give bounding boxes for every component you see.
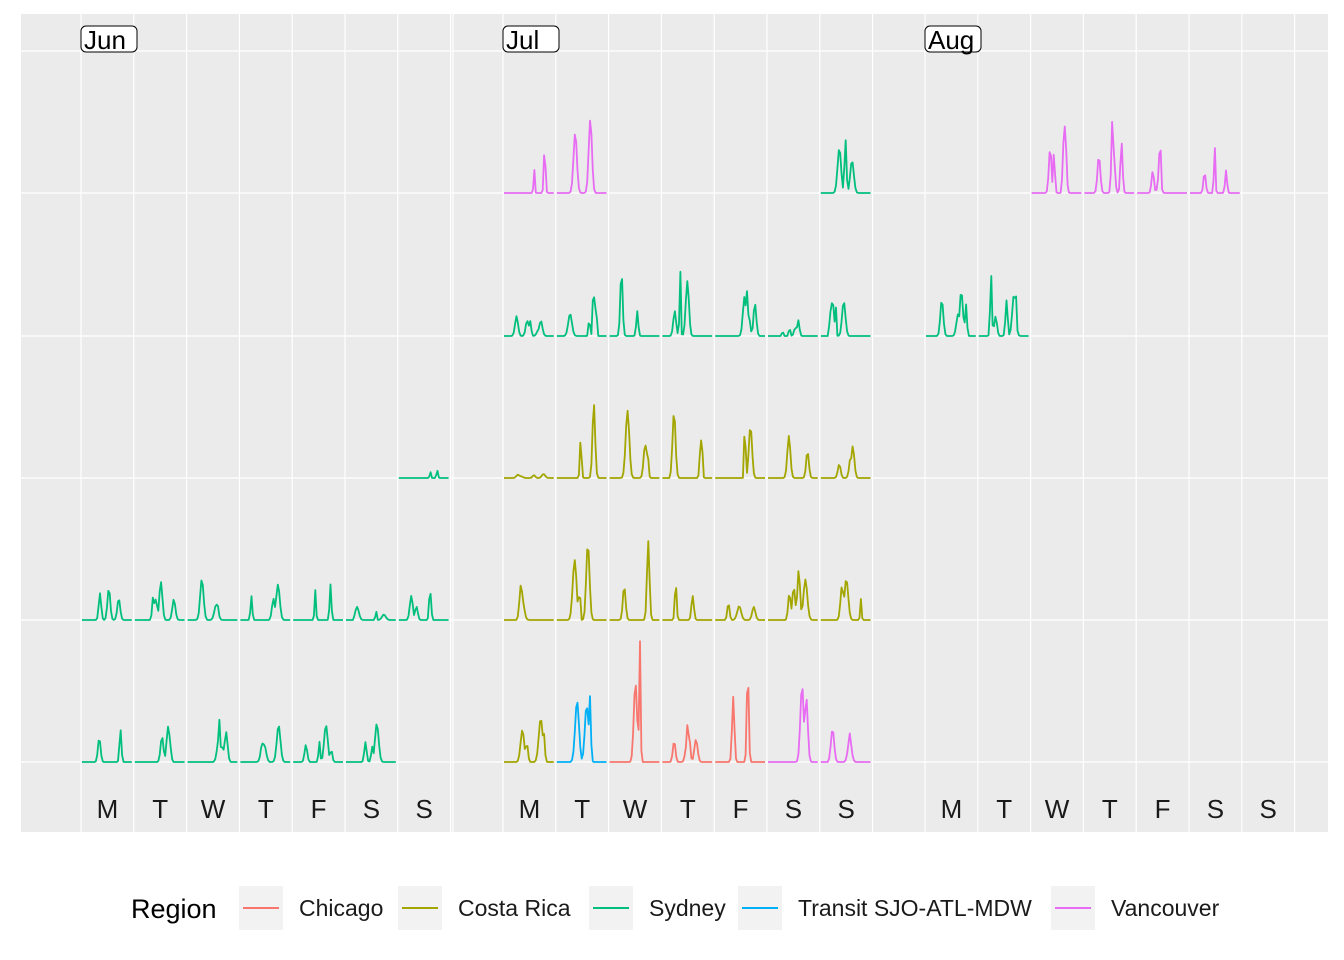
series-line-sydney [926,294,976,337]
series-line-vancouver [1031,125,1082,194]
day-label: W [1045,794,1070,824]
day-label: S [838,794,855,824]
day-label: M [941,794,963,824]
series-line-sydney [978,275,1029,337]
day-label: M [97,794,119,824]
series-line-sydney [346,723,396,763]
series-line-vancouver [820,730,871,763]
axis-labels: Jun M T W T F S S Jul M T W T F S S Aug M T W T F S S [80,25,1277,824]
series-line-sydney [240,583,291,621]
series-line-vancouver [1190,147,1240,194]
series-line-sydney [134,725,185,763]
series-line-sydney [715,290,765,337]
series-line-sydney [82,729,132,763]
month-label: Jun [84,25,126,55]
day-label: S [1207,794,1224,824]
day-label: T [996,794,1012,824]
series-line-sydney [398,469,449,479]
grid-lines [21,14,1328,832]
legend-label: Transit SJO-ATL-MDW [798,895,1032,921]
series-line-costa-rica [715,604,765,621]
month-label-box [924,25,982,53]
series-line-costa-rica [715,429,765,479]
series-line-sydney [187,579,238,621]
day-label: T [680,794,696,824]
series-line-costa-rica [768,435,818,479]
series-line-sydney [556,296,607,337]
series-line-costa-rica [609,409,660,479]
series-line-costa-rica [662,415,713,479]
series-line-chicago [662,724,713,763]
day-label: S [1260,794,1277,824]
series-line-sydney [134,581,185,621]
series-line-costa-rica [820,580,871,621]
day-label: S [416,794,433,824]
day-label: W [201,794,226,824]
series-line-sydney [240,725,291,763]
series-line-sydney [820,302,871,337]
series-line-vancouver [504,154,554,194]
series-line-costa-rica [662,587,713,621]
series-line-costa-rica [768,570,818,621]
series-lines [82,119,1240,763]
series-line-vancouver [768,688,818,763]
series-line-sydney [609,278,660,337]
month-label: Aug [928,25,974,55]
series-line-costa-rica [556,548,607,621]
day-label: F [1155,794,1171,824]
series-line-costa-rica [504,720,554,763]
day-label: M [519,794,541,824]
series-line-vancouver [1137,149,1187,194]
series-line-sydney [187,718,238,763]
day-label: S [785,794,802,824]
month-label-box [80,25,138,53]
day-label: T [258,794,274,824]
month-label: Jul [506,25,539,55]
series-line-sydney [293,725,343,763]
series-line-vancouver [1084,121,1135,194]
series-line-transit-sjo-atl-mdw [556,695,607,763]
series-line-vancouver [556,119,607,194]
series-line-costa-rica [609,540,660,621]
day-label: S [363,794,380,824]
legend: Region Chicago Costa Rica Sydney Transit SJO… [131,886,1220,930]
day-label: T [152,794,168,824]
series-line-costa-rica [504,584,554,621]
legend-label: Vancouver [1111,895,1220,921]
series-line-sydney [820,139,871,194]
legend-label: Chicago [299,895,383,921]
series-line-chicago [609,640,660,763]
series-line-sydney [504,315,554,337]
series-line-sydney [82,589,132,621]
day-label: W [623,794,648,824]
series-line-sydney [398,593,449,621]
day-label: T [574,794,590,824]
legend-label: Costa Rica [458,895,571,921]
series-line-costa-rica [504,473,554,479]
legend-label: Sydney [649,895,726,921]
day-label: F [733,794,749,824]
series-line-sydney [662,270,713,337]
series-line-sydney [768,319,818,337]
series-line-chicago [715,687,765,763]
series-line-sydney [346,605,396,621]
series-line-sydney [293,583,343,621]
day-label: F [311,794,327,824]
series-line-costa-rica [556,404,607,479]
month-label-box [502,25,560,53]
day-label: T [1102,794,1118,824]
series-line-costa-rica [820,445,871,479]
legend-title: Region [131,894,217,924]
